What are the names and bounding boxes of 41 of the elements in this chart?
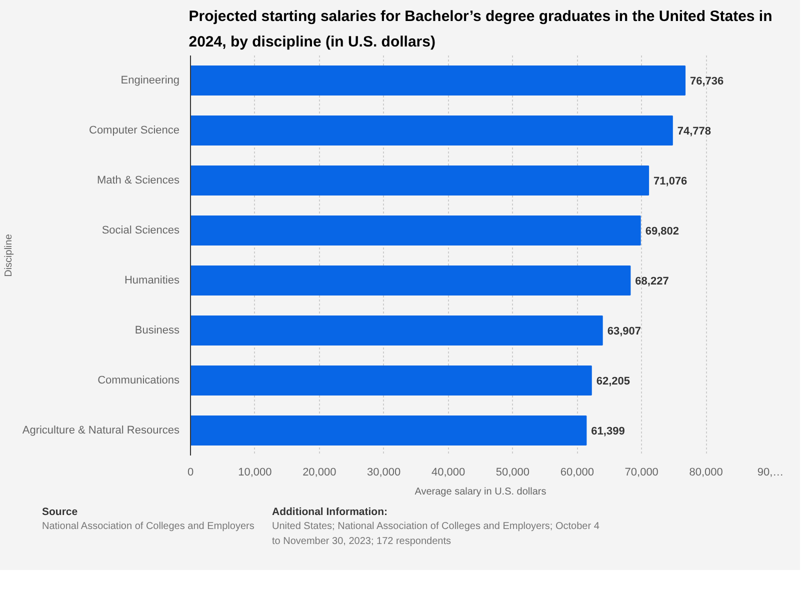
data-label: 74,778 (677, 126, 712, 138)
data-label: 61,399 (591, 426, 625, 438)
y-tick-label: Computer Science (89, 124, 180, 136)
bar (190, 66, 686, 96)
x-tick-label: 40,000 (431, 466, 466, 478)
y-tick-label: Communications (98, 374, 180, 386)
y-tick-label: Engineering (120, 74, 180, 86)
bar (190, 216, 641, 246)
data-label: 76,736 (690, 76, 724, 88)
y-tick-label: Math & Sciences (96, 174, 180, 186)
x-tick-label: 30,000 (367, 466, 401, 478)
y-tick-label: Business (134, 324, 180, 336)
bar (190, 366, 592, 396)
data-label: 68,227 (635, 276, 669, 288)
x-tick-label: 80,000 (689, 466, 723, 478)
y-tick-label: Humanities (124, 274, 180, 286)
data-label: 71,076 (654, 176, 688, 188)
text: Additional Information: (272, 505, 388, 520)
bar (190, 116, 673, 146)
data-label: 69,802 (645, 226, 679, 238)
y-tick-label: Agriculture & Natural Resources (22, 424, 180, 436)
bar (190, 316, 603, 346)
data-label: 62,205 (596, 376, 630, 388)
bar (190, 416, 587, 446)
x-tick-label: 70,000 (624, 466, 658, 478)
x-tick-label: 10,000 (238, 466, 272, 478)
data-label: 63,907 (607, 326, 641, 338)
y-axis-title: Discipline (3, 234, 14, 277)
x-tick-label: 50,000 (496, 466, 530, 478)
x-tick-label: 60,000 (560, 466, 594, 478)
text: National Association of Colleges and Employers (42, 520, 254, 534)
text: United States; National Association of Colleges and Employers; October 4 to November 30, 2023; 172 respondents (272, 520, 600, 549)
x-tick-label: 20,000 (302, 466, 336, 478)
x-tick-label: 90,… (757, 466, 784, 478)
bar (190, 266, 631, 296)
x-tick-label: 0 (187, 466, 194, 478)
chart-title: Projected starting salaries for Bachelor’s degree graduates in the United States in 2024, by discipline (in U.S. dollars) (188, 8, 772, 50)
text: Source (42, 505, 79, 520)
y-tick-label: Social Sciences (102, 224, 180, 236)
x-axis-title: Average salary in U.S. dollars (414, 486, 546, 498)
bar (190, 166, 650, 196)
